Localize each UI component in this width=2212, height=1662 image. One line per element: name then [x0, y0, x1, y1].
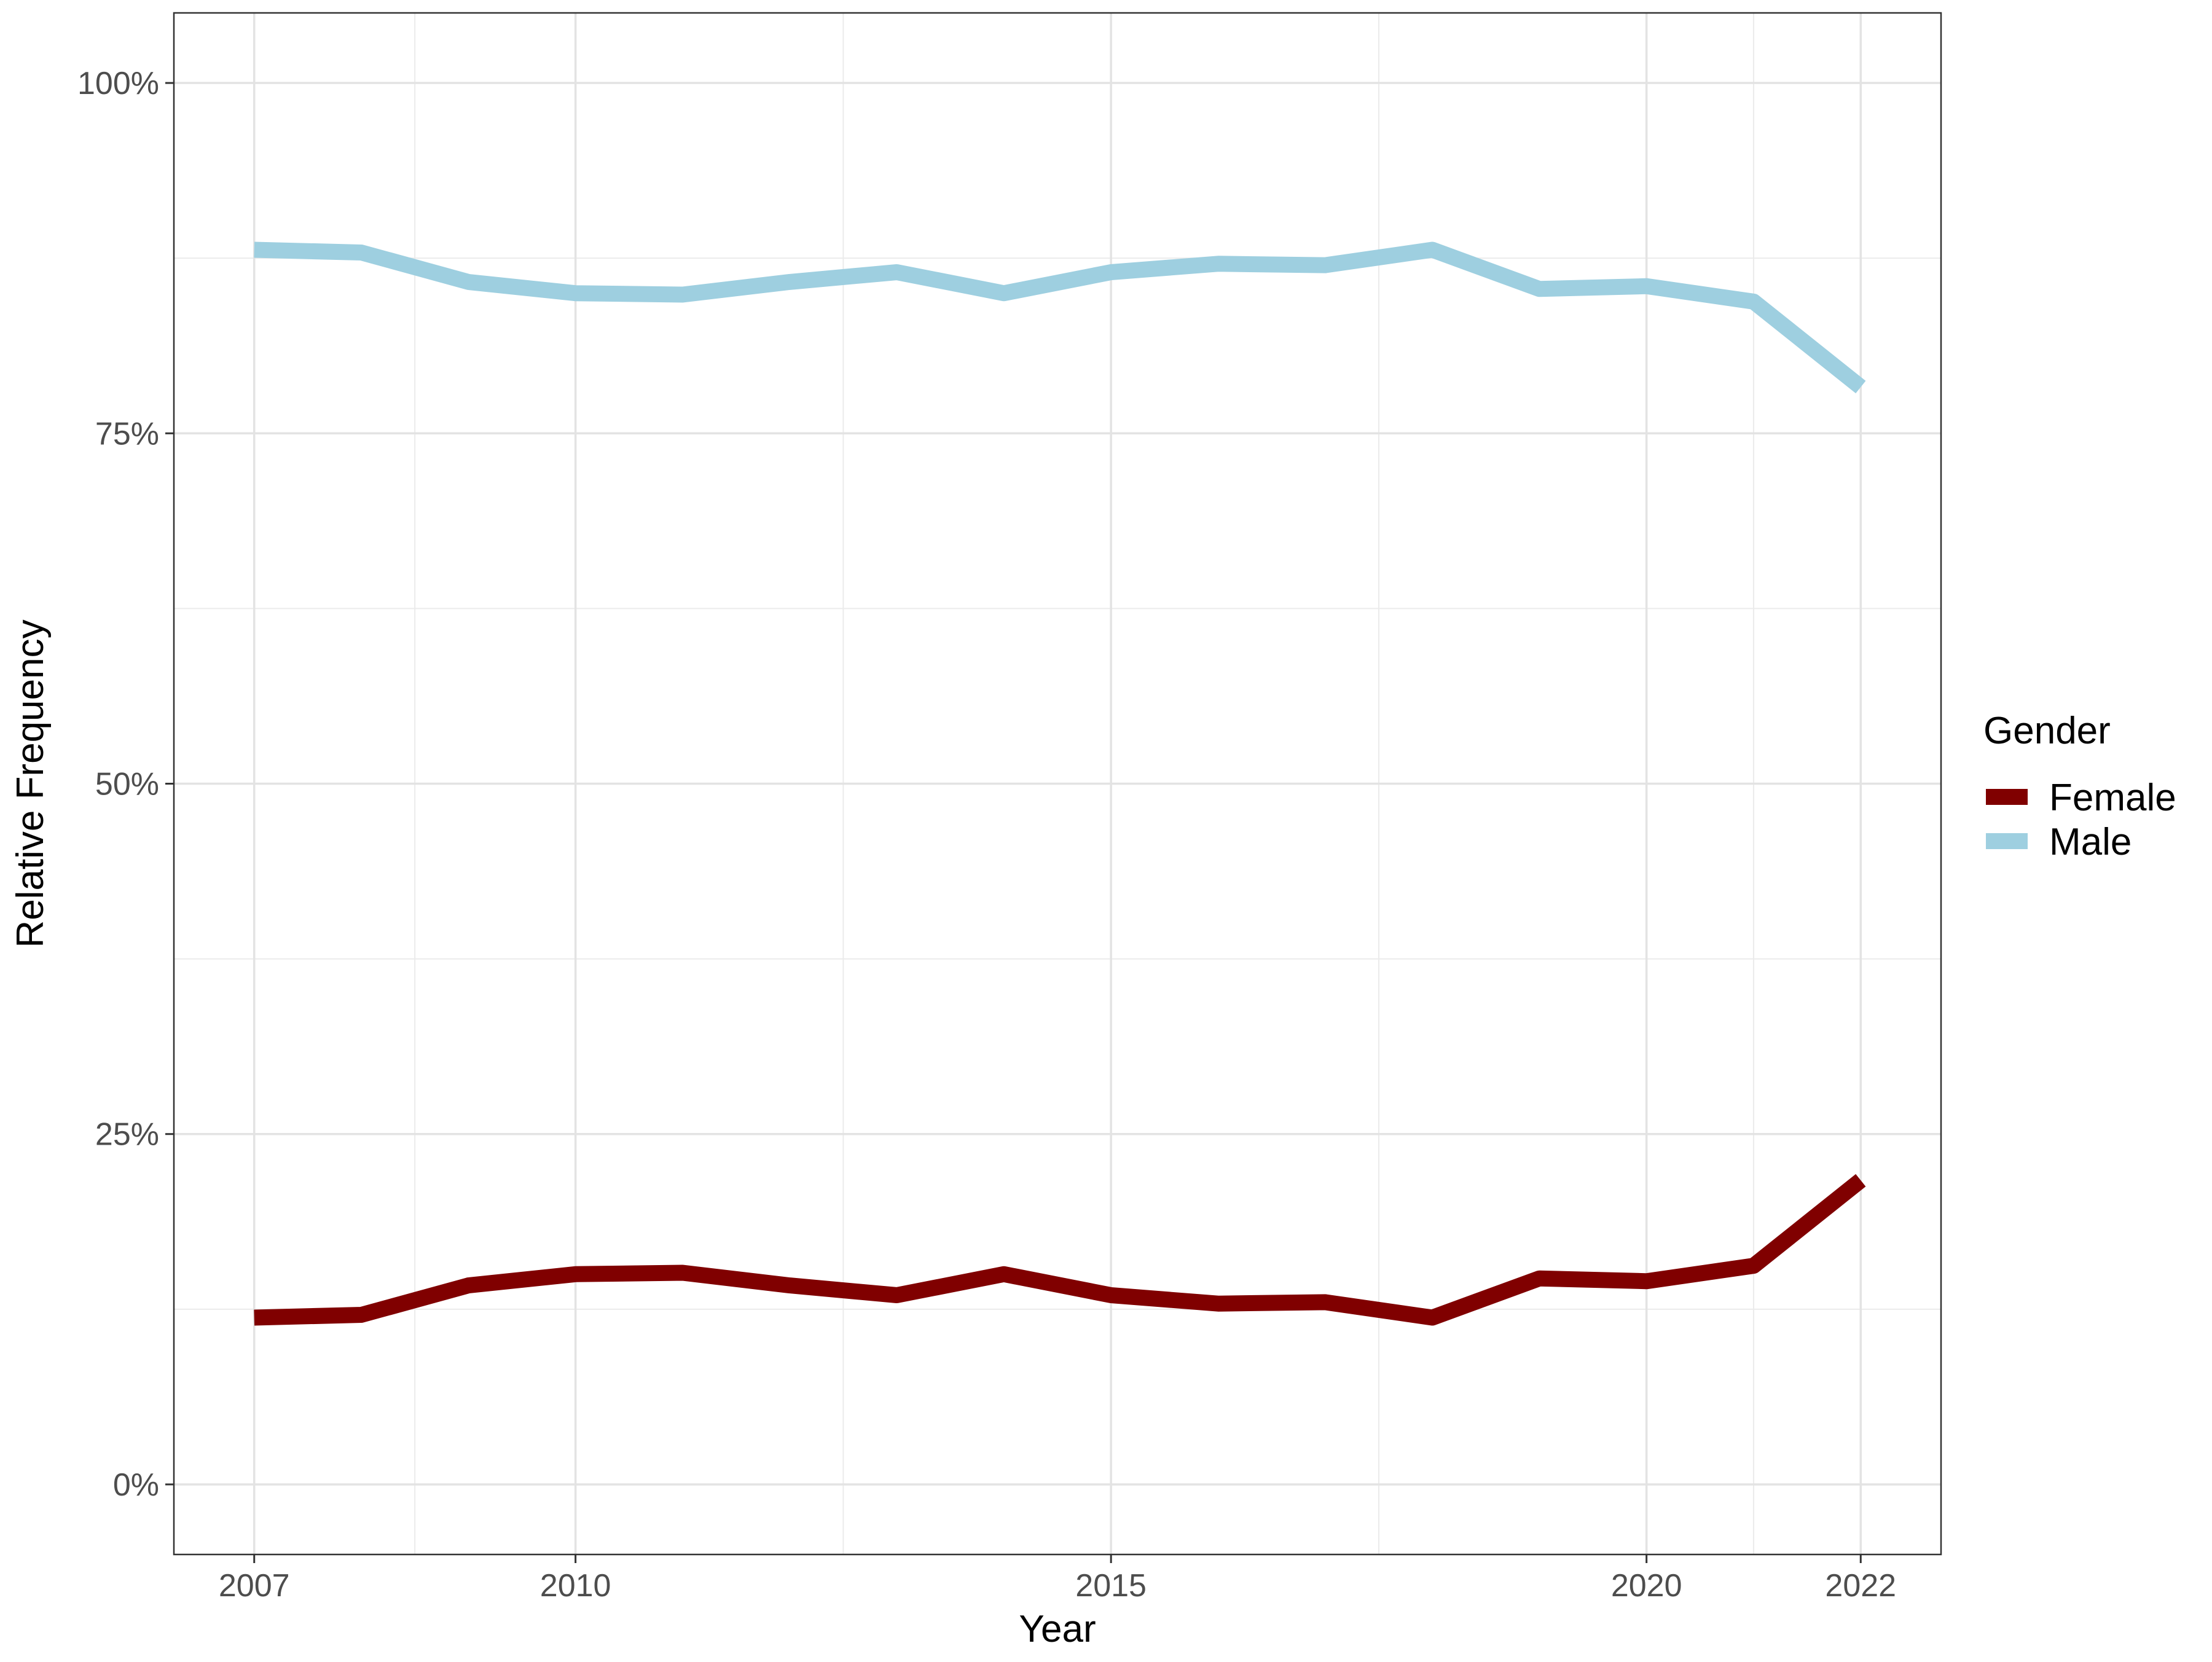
axes: 2007 2010 2015 2020 2022 0% 25% 50% 75% 100% — [77, 66, 1896, 1604]
legend-label-female: Female — [2049, 777, 2176, 819]
series-line-male — [254, 241, 1866, 394]
y-tick-label: 75% — [95, 416, 159, 452]
x-tick-label: 2022 — [1825, 1568, 1896, 1604]
legend-title: Gender — [1983, 710, 2111, 752]
y-tick-label: 0% — [113, 1467, 159, 1503]
y-tick-label: 50% — [95, 767, 159, 802]
y-tick-label: 100% — [77, 66, 159, 101]
x-tick-label: 2007 — [219, 1568, 290, 1604]
y-axis-title: Relative Frequency — [9, 619, 52, 947]
series-lines — [254, 241, 1866, 1326]
grid-lines — [174, 13, 1941, 1554]
x-tick-label: 2020 — [1611, 1568, 1682, 1604]
legend-label-male: Male — [2049, 821, 2132, 863]
series-line-female — [254, 1174, 1866, 1326]
x-tick-label: 2015 — [1075, 1568, 1147, 1604]
y-tick-label: 25% — [95, 1117, 159, 1153]
x-axis-title: Year — [1019, 1608, 1096, 1650]
x-tick-label: 2010 — [540, 1568, 611, 1604]
